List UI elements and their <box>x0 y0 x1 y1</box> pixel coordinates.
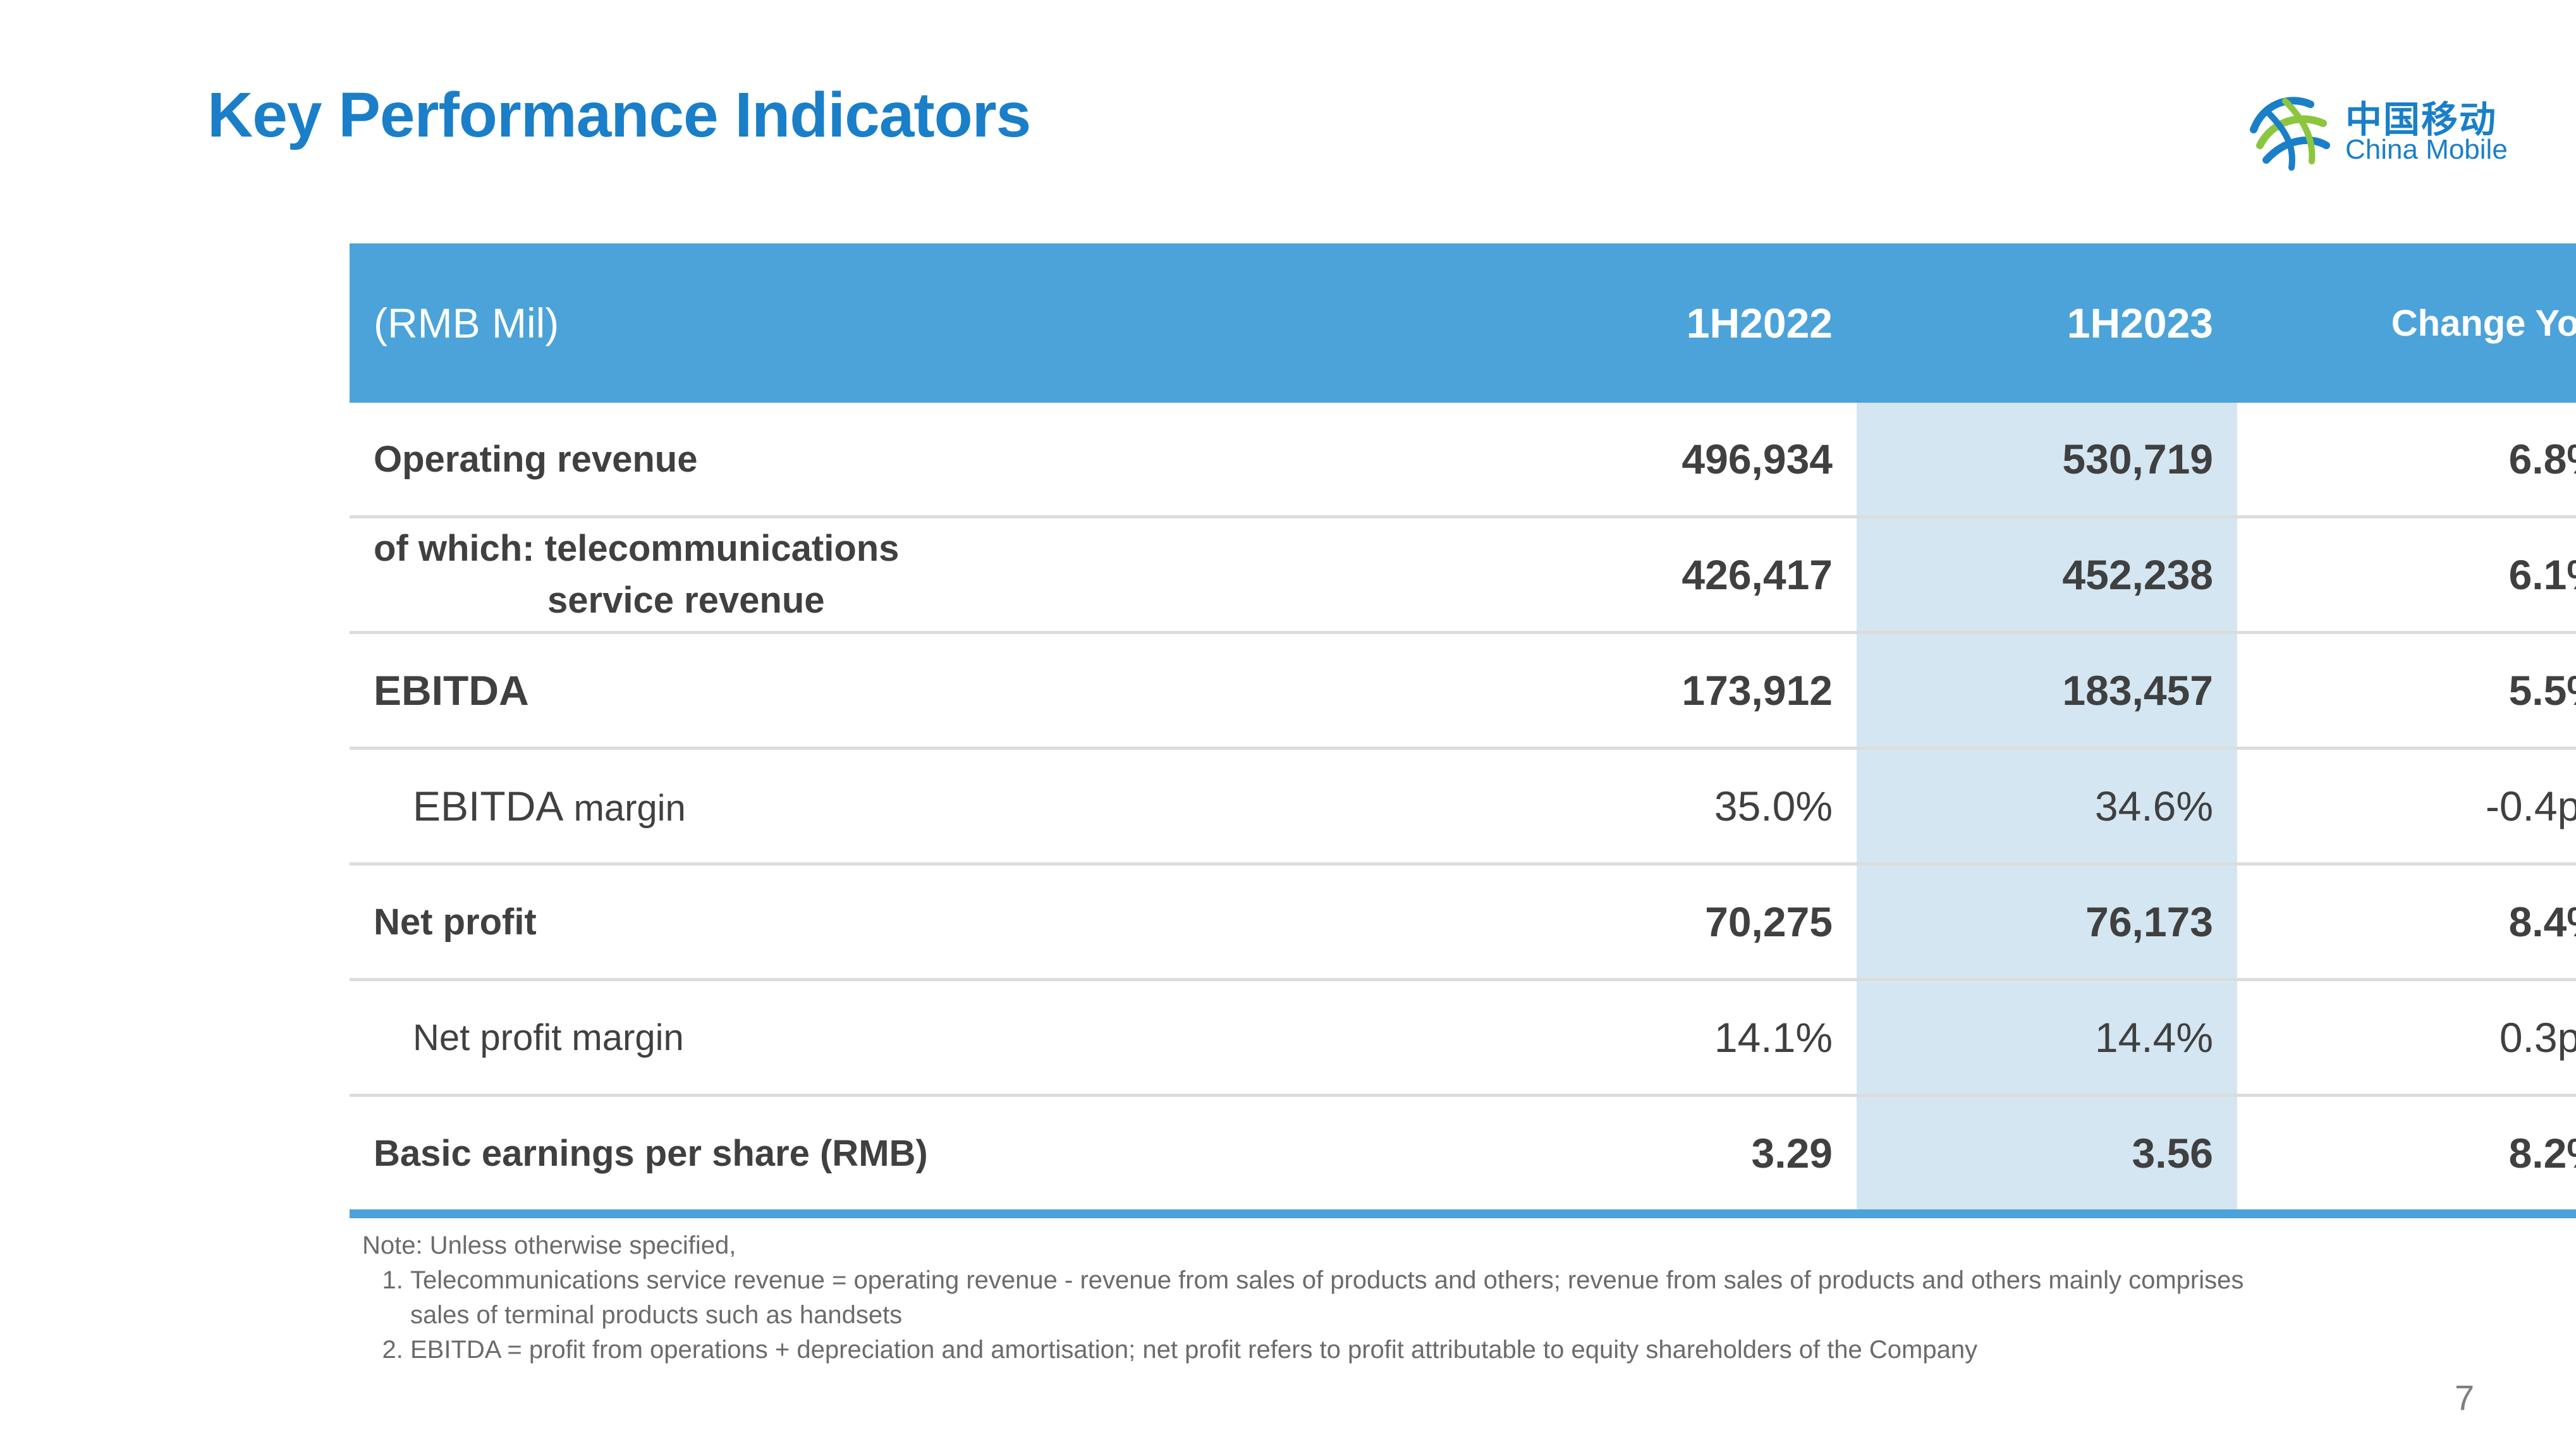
kpi-table: (RMB Mil) 1H2022 1H2023 Change YoY Opera… <box>350 243 2576 1218</box>
row-label: Operating revenue <box>350 403 1476 518</box>
table-header-row: (RMB Mil) 1H2022 1H2023 Change YoY <box>350 243 2576 403</box>
row-label: EBITDA margin <box>350 748 1476 865</box>
value-1h2023: 76,173 <box>1857 864 2237 981</box>
header-1h2022: 1H2022 <box>1476 243 1857 403</box>
header-1h2023: 1H2023 <box>1857 243 2237 403</box>
value-1h2022: 35.0% <box>1476 748 1857 865</box>
table-row-ebitda-margin: EBITDA margin 35.0% 34.6% -0.4pp <box>350 748 2576 865</box>
footnotes: Note: Unless otherwise specified, Teleco… <box>362 1228 2259 1367</box>
value-change: 5.5% <box>2237 632 2576 750</box>
value-1h2023: 34.6% <box>1857 748 2237 865</box>
value-1h2023: 3.56 <box>1857 1095 2237 1218</box>
row-label: of which: telecommunications service rev… <box>350 517 1476 634</box>
value-1h2023: 14.4% <box>1857 979 2237 1097</box>
row-label-line1: of which: telecommunications <box>374 528 900 569</box>
value-change: 6.1% <box>2237 517 2576 634</box>
value-change: 8.4% <box>2237 864 2576 981</box>
table-row-operating-revenue: Operating revenue 496,934 530,719 6.8% <box>350 403 2576 518</box>
value-change: 0.3pp <box>2237 979 2576 1097</box>
page-number: 7 <box>2455 1378 2475 1417</box>
table-row-telecom-service-revenue: of which: telecommunications service rev… <box>350 517 2576 634</box>
logo-chinese-name: 中国移动 <box>2345 99 2498 140</box>
row-label: Net profit margin <box>350 979 1476 1097</box>
footnote-intro: Note: Unless otherwise specified, <box>362 1232 736 1259</box>
value-1h2023: 452,238 <box>1857 517 2237 634</box>
value-1h2022: 70,275 <box>1476 864 1857 981</box>
table-row-net-profit: Net profit 70,275 76,173 8.4% <box>350 864 2576 981</box>
footnote-item: EBITDA = profit from operations + deprec… <box>410 1333 2259 1367</box>
footnote-item: Telecommunications service revenue = ope… <box>410 1263 2259 1333</box>
row-label-part1: EBITDA <box>413 783 564 829</box>
row-label: Basic earnings per share (RMB) <box>350 1095 1476 1218</box>
china-mobile-logo: 中国移动 China Mobile <box>2241 82 2513 177</box>
value-1h2023: 183,457 <box>1857 632 2237 750</box>
row-label-part2: margin <box>563 788 686 829</box>
header-change-yoy: Change YoY <box>2237 243 2576 403</box>
table-row-net-profit-margin: Net profit margin 14.1% 14.4% 0.3pp <box>350 979 2576 1097</box>
slide-title: Key Performance Indicators <box>207 80 1031 150</box>
table-row-basic-eps: Basic earnings per share (RMB) 3.29 3.56… <box>350 1095 2576 1218</box>
value-1h2022: 426,417 <box>1476 517 1857 634</box>
value-change: 8.2% <box>2237 1095 2576 1218</box>
logo-english-name: China Mobile <box>2345 134 2508 165</box>
row-label: EBITDA <box>350 632 1476 750</box>
value-change: 6.8% <box>2237 403 2576 518</box>
value-1h2022: 173,912 <box>1476 632 1857 750</box>
table-row-ebitda: EBITDA 173,912 183,457 5.5% <box>350 632 2576 750</box>
value-1h2022: 3.29 <box>1476 1095 1857 1218</box>
row-label-line2: service revenue <box>547 580 825 621</box>
value-1h2023: 530,719 <box>1857 403 2237 518</box>
value-change: -0.4pp <box>2237 748 2576 865</box>
row-label: Net profit <box>350 864 1476 981</box>
china-mobile-logo-icon <box>2250 97 2330 171</box>
value-1h2022: 496,934 <box>1476 403 1857 518</box>
value-1h2022: 14.1% <box>1476 979 1857 1097</box>
header-unit: (RMB Mil) <box>350 243 1476 403</box>
